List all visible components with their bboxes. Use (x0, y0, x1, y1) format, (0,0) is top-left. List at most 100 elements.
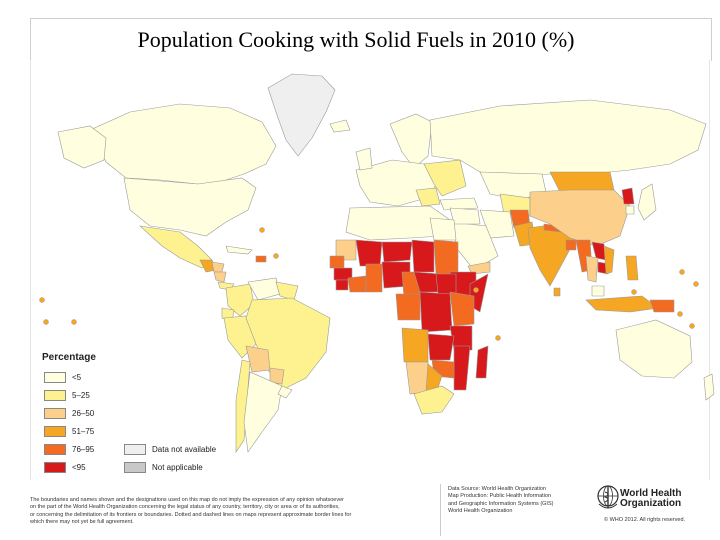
island-marker (495, 335, 501, 341)
mongolia (549, 171, 615, 193)
disclaimer-line: or concerning the delimitation of its fr… (30, 511, 352, 518)
chile (235, 359, 251, 453)
legend-label-not-available: Data not available (152, 445, 217, 454)
world-map-svg (39, 73, 715, 453)
russia (429, 99, 707, 177)
south-africa (413, 385, 455, 415)
balkans (415, 187, 441, 207)
philippines (625, 255, 639, 281)
thailand (585, 255, 599, 283)
ivory-coast (347, 275, 367, 293)
sri-lanka (553, 287, 561, 297)
uk (355, 147, 373, 171)
south-sudan (435, 273, 457, 295)
zambia (427, 333, 455, 361)
disclaimer-line: which there may not yet be full agreemen… (30, 519, 134, 526)
sudan (433, 239, 459, 275)
iceland (329, 119, 351, 133)
legend-swatch-gt95 (44, 462, 66, 473)
vietnam (603, 245, 615, 275)
legend-swatch-26-50 (44, 408, 66, 419)
legend-label-26-50: 26–50 (72, 409, 95, 418)
south-korea (625, 205, 635, 215)
disclaimer: The boundaries and names shown and the d… (30, 497, 440, 527)
legend-swatch-76-95 (44, 444, 66, 455)
who-emblem-icon (597, 485, 619, 509)
legend-swatch-not-available (124, 444, 146, 455)
drc (419, 291, 453, 333)
legend-label-5-25: 5–25 (72, 391, 90, 400)
honduras (211, 261, 225, 273)
indonesia (585, 295, 659, 313)
island-marker (631, 289, 637, 295)
alaska (57, 125, 107, 169)
egypt (429, 217, 457, 241)
island-markers (39, 227, 699, 341)
frame-left-edge (30, 60, 31, 480)
malawi-mozambique (453, 345, 471, 391)
legend-label-51-75: 51–75 (72, 427, 95, 436)
bangladesh (565, 239, 577, 251)
uganda-kenya (449, 291, 475, 327)
mali (355, 239, 383, 267)
island-marker (71, 319, 77, 325)
legend-label-gt95: <95 (72, 463, 86, 472)
island-marker (43, 319, 49, 325)
scandinavia (389, 113, 433, 169)
source-line: and Geographic Information Systems (GIS) (448, 500, 554, 507)
island-marker (693, 281, 699, 287)
map-title: Population Cooking with Solid Fuels in 2… (137, 27, 575, 52)
gabon-congo (395, 293, 421, 321)
greenland (267, 73, 336, 157)
haiti (255, 255, 267, 263)
title-frame: Population Cooking with Solid Fuels in 2… (30, 18, 712, 61)
legend-title: Percentage (42, 352, 96, 363)
north-africa (345, 205, 451, 241)
frame-right-edge (709, 60, 710, 480)
madagascar (475, 345, 489, 379)
japan (637, 183, 657, 221)
yemen (467, 261, 491, 275)
niger (381, 241, 413, 263)
burkina-ghana (365, 263, 383, 293)
nicaragua (213, 271, 227, 283)
china (529, 189, 631, 247)
mauritania (335, 239, 357, 261)
sierra-leone (335, 279, 349, 291)
island-marker (273, 253, 279, 259)
legend-swatch-not-applicable (124, 462, 146, 473)
legend-label-not-applicable: Not applicable (152, 463, 203, 472)
disclaimer-line: The boundaries and names shown and the d… (30, 497, 345, 503)
island-marker (39, 297, 45, 303)
turkey (439, 197, 479, 211)
senegal (329, 255, 345, 269)
source-line: Data Source: World Health Organization (448, 486, 547, 492)
footer-divider (440, 484, 441, 536)
legend-swatch-lt5 (44, 372, 66, 383)
source-line: Map Production: Public Health Informatio… (448, 493, 552, 500)
uruguay (277, 385, 293, 399)
cuba (225, 245, 253, 255)
north-korea (621, 187, 635, 205)
angola (401, 327, 429, 363)
canada (89, 103, 277, 185)
legend-label-76-95: 76–95 (72, 445, 95, 454)
disclaimer-line: on the part of the World Health Organiza… (30, 504, 340, 511)
who-name-line: World Health (620, 488, 682, 499)
island-marker (689, 323, 695, 329)
united-states (123, 177, 257, 237)
chad (411, 239, 435, 273)
guyana-region (275, 281, 299, 301)
copyright: © WHO 2012. All rights reserved. (604, 517, 686, 523)
malaysia (591, 285, 605, 297)
iraq-syria (449, 207, 481, 225)
legend-swatch-5-25 (44, 390, 66, 401)
who-name-line: Organization (620, 498, 682, 509)
australia (615, 319, 693, 379)
colombia (225, 283, 255, 317)
eastern-europe (423, 159, 467, 197)
legend-label-lt5: <5 (72, 373, 82, 382)
island-marker (473, 287, 479, 293)
map-legend: Percentage <5 5–25 26–50 51–75 76–95 <95… (40, 352, 280, 482)
island-marker (679, 269, 685, 275)
